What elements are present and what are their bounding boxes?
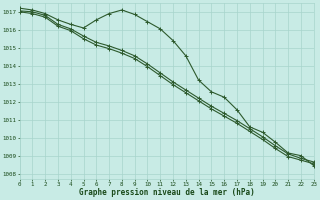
- X-axis label: Graphe pression niveau de la mer (hPa): Graphe pression niveau de la mer (hPa): [79, 188, 254, 197]
